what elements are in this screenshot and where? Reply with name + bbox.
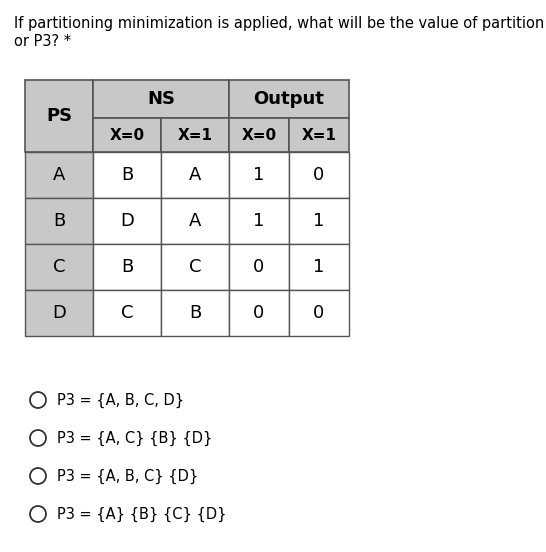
Bar: [25, 80, 93, 152]
Text: Output: Output: [253, 90, 324, 108]
Text: X=1: X=1: [301, 128, 336, 142]
Text: D: D: [52, 304, 66, 322]
Bar: [93, 118, 161, 152]
Text: C: C: [121, 304, 133, 322]
Bar: [161, 290, 229, 336]
Text: 1: 1: [313, 212, 325, 230]
Text: C: C: [189, 258, 201, 276]
Text: 0: 0: [253, 258, 265, 276]
Bar: [93, 290, 161, 336]
Bar: [25, 198, 93, 244]
Bar: [25, 290, 93, 336]
Bar: [289, 198, 349, 244]
Text: C: C: [53, 258, 66, 276]
Text: X=1: X=1: [177, 128, 212, 142]
Text: P3 = {A, B, C, D}: P3 = {A, B, C, D}: [57, 392, 184, 407]
Bar: [93, 152, 161, 198]
Text: P3 = {A, C} {B} {D}: P3 = {A, C} {B} {D}: [57, 431, 212, 445]
Bar: [229, 198, 289, 244]
Text: If partitioning minimization is applied, what will be the value of partition 3: If partitioning minimization is applied,…: [14, 16, 546, 31]
Text: 0: 0: [313, 166, 325, 184]
Text: B: B: [189, 304, 201, 322]
Text: P3 = {A, B, C} {D}: P3 = {A, B, C} {D}: [57, 469, 198, 484]
Text: P3 = {A} {B} {C} {D}: P3 = {A} {B} {C} {D}: [57, 506, 227, 522]
Text: X=0: X=0: [241, 128, 277, 142]
Bar: [25, 152, 93, 198]
Bar: [289, 152, 349, 198]
Text: D: D: [120, 212, 134, 230]
Text: PS: PS: [46, 107, 72, 125]
Text: 1: 1: [313, 258, 325, 276]
Text: X=0: X=0: [109, 128, 145, 142]
Text: A: A: [189, 166, 201, 184]
Text: B: B: [121, 258, 133, 276]
Bar: [229, 118, 289, 152]
Bar: [161, 198, 229, 244]
Bar: [93, 80, 229, 118]
Text: B: B: [53, 212, 65, 230]
Bar: [93, 198, 161, 244]
Bar: [229, 290, 289, 336]
Bar: [229, 244, 289, 290]
Bar: [229, 152, 289, 198]
Bar: [161, 118, 229, 152]
Text: or P3? *: or P3? *: [14, 34, 71, 49]
Text: 0: 0: [313, 304, 325, 322]
Bar: [25, 244, 93, 290]
Bar: [289, 290, 349, 336]
Text: 1: 1: [253, 212, 265, 230]
Bar: [229, 80, 349, 118]
Bar: [161, 152, 229, 198]
Text: 1: 1: [253, 166, 265, 184]
Bar: [161, 244, 229, 290]
Bar: [289, 118, 349, 152]
Bar: [93, 244, 161, 290]
Bar: [289, 244, 349, 290]
Text: NS: NS: [147, 90, 175, 108]
Text: 0: 0: [253, 304, 265, 322]
Text: A: A: [189, 212, 201, 230]
Text: B: B: [121, 166, 133, 184]
Text: A: A: [53, 166, 65, 184]
